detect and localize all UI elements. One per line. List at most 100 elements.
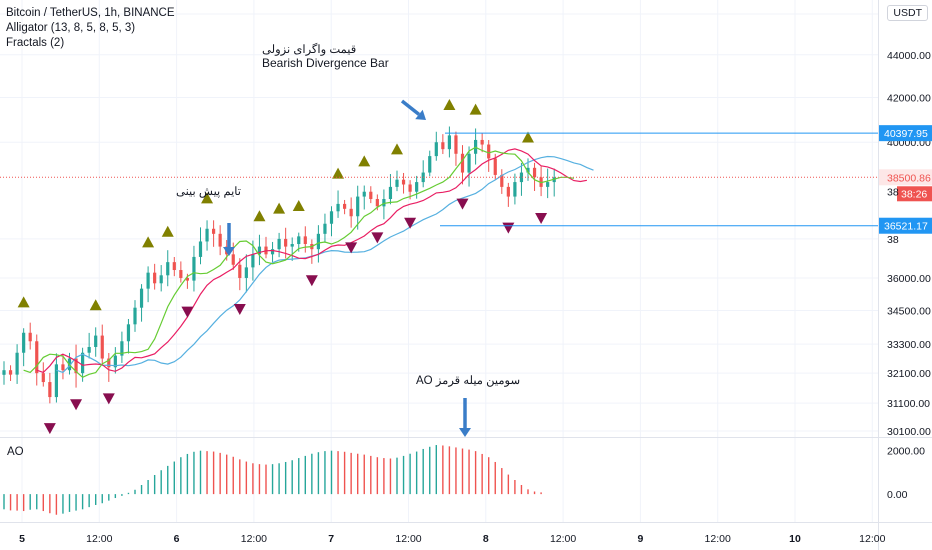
countdown-badge <box>897 186 932 202</box>
candle-body <box>460 153 465 173</box>
fractals-indicator-label[interactable]: Fractals (2) <box>6 37 65 49</box>
candle-body <box>546 182 550 187</box>
candle-body <box>329 211 334 224</box>
fractal-down-icon <box>70 399 83 411</box>
candle-body <box>441 142 445 150</box>
fractal-up-icon <box>391 143 403 155</box>
time-axis-label: 12:00 <box>395 533 421 545</box>
candle-body <box>238 264 242 278</box>
arrow-head <box>223 247 235 256</box>
candle-body <box>120 341 124 356</box>
candle-body <box>284 238 288 247</box>
price-axis: 44000.0042000.0040000.003836000.0034500.… <box>879 50 932 438</box>
candle-body <box>395 179 399 187</box>
candle-body <box>519 172 524 183</box>
fractal-up-icon <box>443 99 456 111</box>
candle-body <box>375 199 379 207</box>
currency-selector[interactable]: USDT <box>887 5 928 21</box>
fractal-down-icon <box>181 306 194 318</box>
candle-body <box>212 228 216 234</box>
annotation-ao-third-red-bar: سومین میله قرمز AO <box>416 375 521 387</box>
price-axis-tick-label: 42000.00 <box>887 92 931 104</box>
candle-body <box>87 346 91 353</box>
fractal-up-icon <box>89 299 102 311</box>
alligator-indicator-label[interactable]: Alligator (13, 8, 5, 8, 5, 3) <box>6 22 136 34</box>
candle-body <box>153 272 157 284</box>
candle-body <box>493 158 497 175</box>
arrow-forecast-time-icon <box>223 223 235 256</box>
price-axis-tick-label: 36000.00 <box>887 273 931 285</box>
candle-body <box>277 238 281 250</box>
fractal-up-icon <box>332 167 345 179</box>
arrow-ao-bar-icon <box>459 398 471 437</box>
candle-body <box>349 208 353 217</box>
candle-body <box>15 352 19 375</box>
arrow-divergence-bar-icon <box>400 99 426 120</box>
fractal-down-icon <box>102 393 115 405</box>
candle-body <box>506 186 510 197</box>
candle-body <box>81 352 85 374</box>
alligator-lips-line <box>23 146 574 379</box>
candle-body <box>205 228 209 242</box>
price-axis-tick-label: 38 <box>887 234 899 246</box>
arrow-shaft <box>400 99 421 116</box>
annotation-forecast-time: تایم پیش بینی <box>176 186 242 198</box>
candle-body <box>382 199 386 207</box>
fractal-down-icon <box>305 275 318 287</box>
candle-body <box>480 139 484 145</box>
fractal-up-icon <box>273 202 286 214</box>
candle-body <box>2 370 6 375</box>
time-axis-label: 12:00 <box>550 533 576 545</box>
candle-body <box>408 184 412 192</box>
candle-body <box>146 272 150 289</box>
candle-body <box>388 186 393 200</box>
candle-body <box>401 179 406 185</box>
candle-body <box>323 223 327 234</box>
candle-body <box>428 156 432 173</box>
candle-body <box>126 324 131 342</box>
candle-body <box>513 182 517 197</box>
price-axis-tick-label: 44000.00 <box>887 50 931 62</box>
price-axis-tick-label: 30100.00 <box>887 426 931 438</box>
candle-body <box>303 236 307 245</box>
candle-body <box>415 182 419 192</box>
fractal-up-icon <box>161 225 174 237</box>
symbol-title[interactable]: Bitcoin / TetherUS, 1h, BINANCE <box>6 7 175 19</box>
candle-body <box>356 196 360 217</box>
level-price-label: 40397.95 <box>884 128 928 140</box>
candle-body <box>336 203 340 212</box>
candle-body <box>251 254 255 268</box>
candle-body <box>94 335 98 347</box>
candle-body <box>487 144 491 159</box>
candle-body <box>48 382 52 398</box>
candle-body <box>139 288 144 308</box>
annotation-persian-divergence: قیمت واگرای نزولی <box>262 44 357 56</box>
price-axis-tick-label: 34500.00 <box>887 305 931 317</box>
candle-body <box>100 335 104 359</box>
candle-body <box>74 358 78 374</box>
candle-body <box>54 364 58 398</box>
candle-body <box>467 153 471 173</box>
candle-body <box>244 267 248 278</box>
candle-body <box>369 191 373 200</box>
fractal-down-icon <box>535 212 548 224</box>
candle-body <box>22 332 26 353</box>
candle-body <box>198 241 203 257</box>
time-axis-label: 6 <box>174 533 180 545</box>
candle-body <box>290 244 294 247</box>
candles <box>2 126 556 404</box>
time-axis-label: 12:00 <box>241 533 267 545</box>
time-axis-label: 8 <box>483 533 489 545</box>
candle-body <box>159 275 163 284</box>
ao-pane-label: AO <box>7 446 24 458</box>
fractal-up-icon <box>253 210 266 222</box>
fractal-down-icon <box>371 232 384 244</box>
candle-body <box>8 370 13 375</box>
candle-body <box>107 358 111 368</box>
arrow-head <box>459 428 471 437</box>
time-axis-label: 12:00 <box>705 533 731 545</box>
fractal-down-icon <box>43 423 56 435</box>
alligator-jaw-line <box>56 155 594 374</box>
candle-body <box>454 135 458 154</box>
